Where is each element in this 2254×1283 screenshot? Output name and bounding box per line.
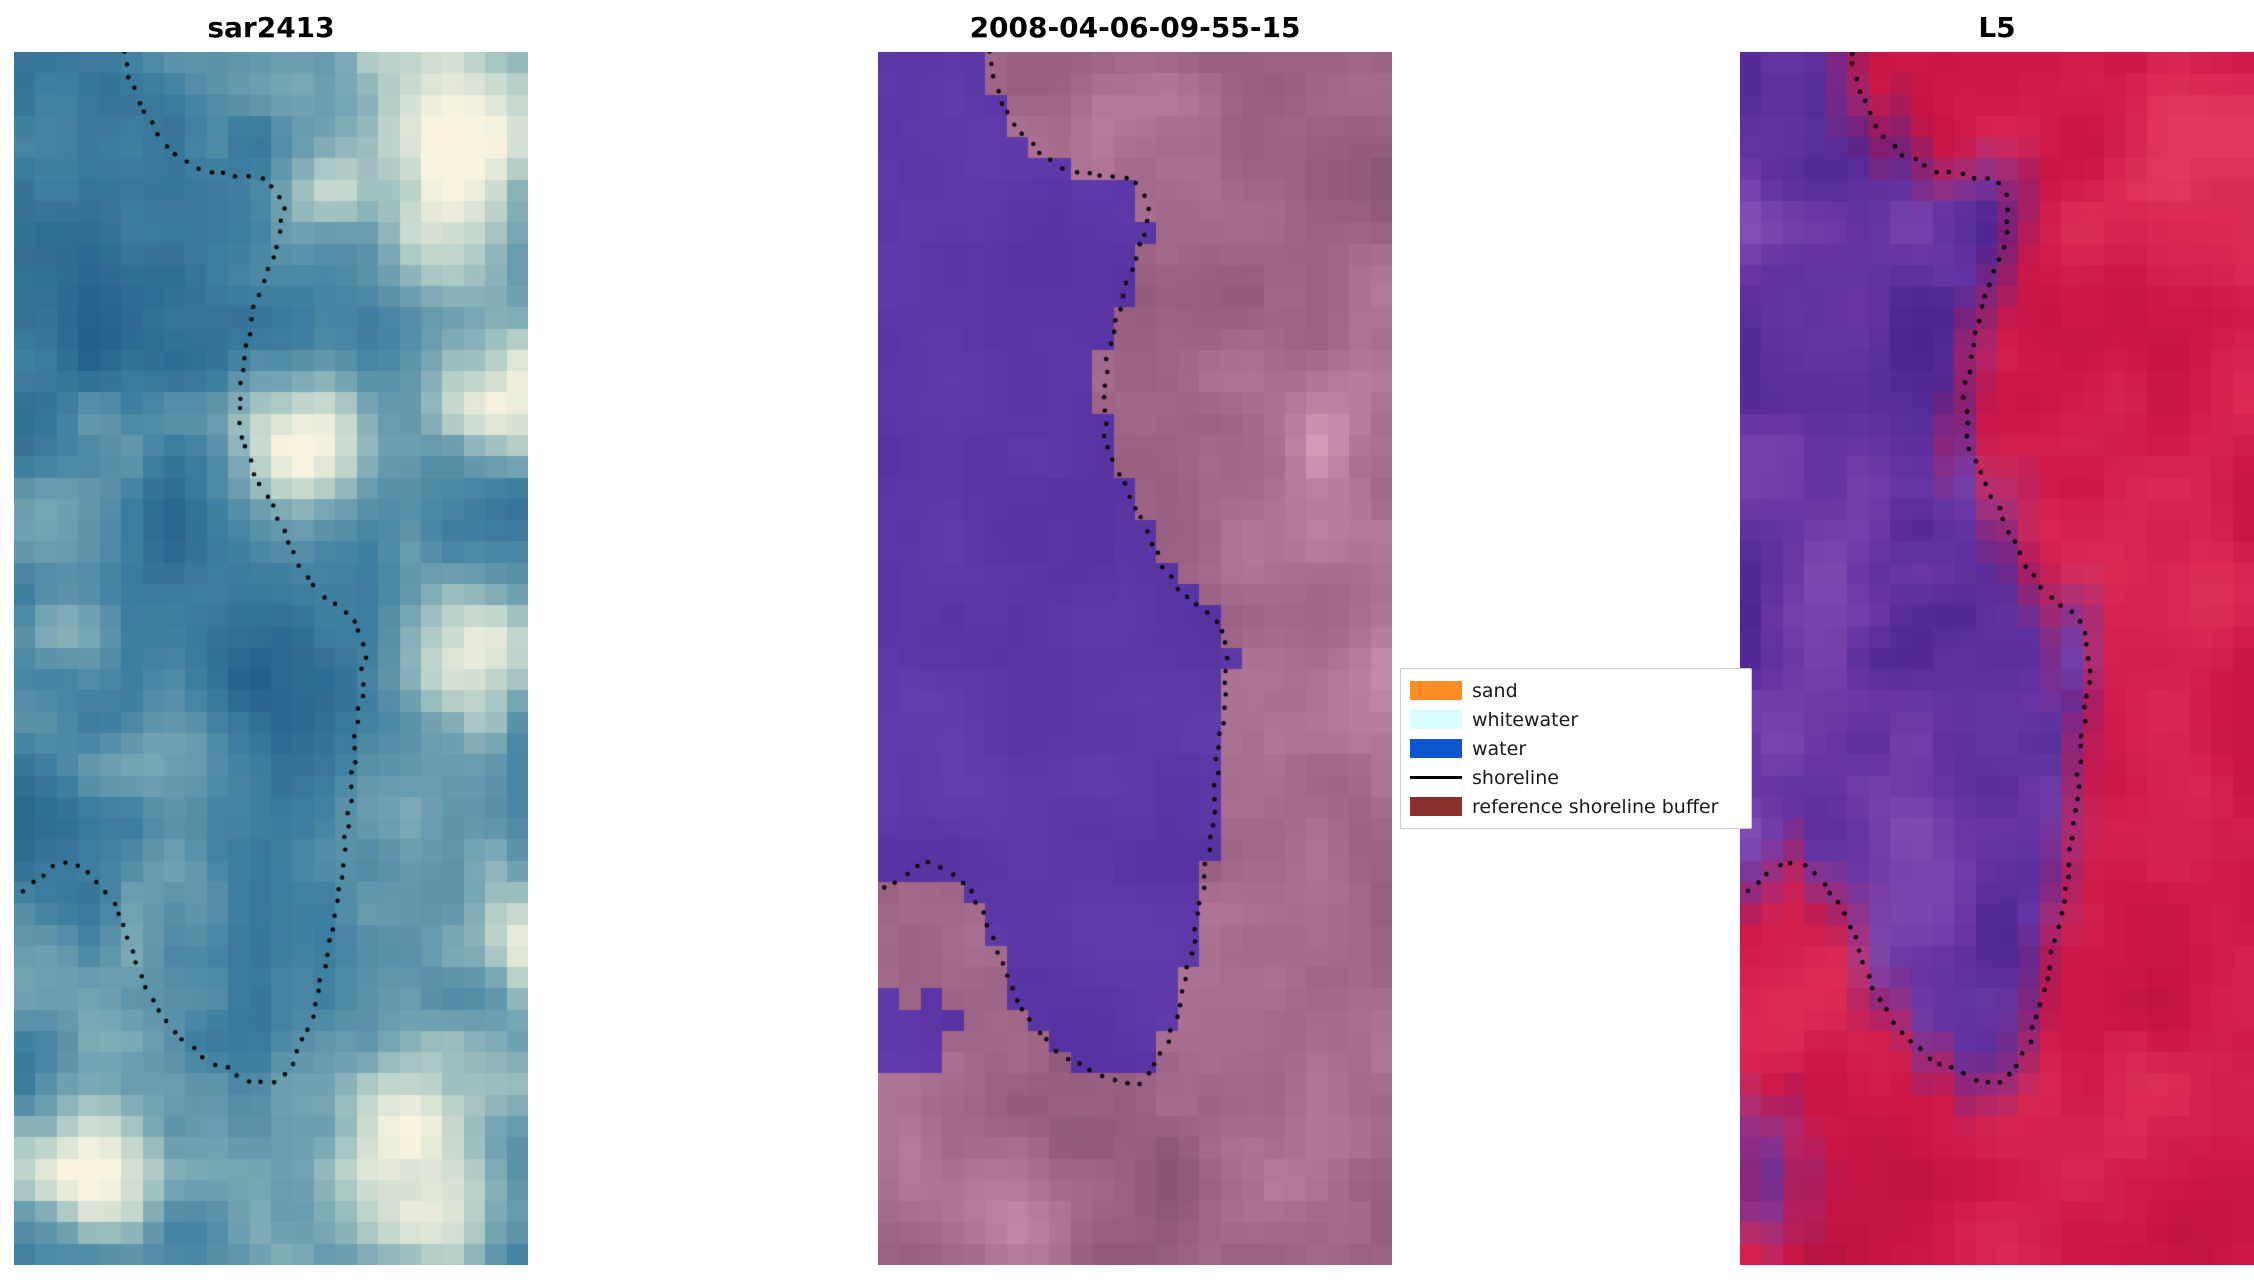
legend-label-shoreline: shoreline <box>1472 766 1559 789</box>
sar2413-satellite-image <box>14 52 528 1265</box>
reference-buffer-swatch <box>1410 797 1462 816</box>
legend-item-water: water <box>1410 734 1742 763</box>
legend: sand whitewater water shoreline referenc… <box>1400 668 1752 829</box>
water-swatch <box>1410 739 1462 758</box>
sand-swatch <box>1410 681 1462 700</box>
panel-title-l5: L5 <box>1978 11 2016 44</box>
panel-l5: L5 <box>1740 8 2254 1265</box>
panel-title-sar2413: sar2413 <box>207 11 335 44</box>
legend-item-whitewater: whitewater <box>1410 705 1742 734</box>
whitewater-swatch <box>1410 710 1462 729</box>
legend-label-whitewater: whitewater <box>1472 708 1579 731</box>
panel-sar2413: sar2413 <box>14 8 528 1265</box>
legend-item-sand: sand <box>1410 676 1742 705</box>
legend-item-shoreline: shoreline <box>1410 763 1742 792</box>
panel-title-classified: 2008-04-06-09-55-15 <box>969 11 1301 44</box>
panel-classified-2008-04-06: 2008-04-06-09-55-15 <box>878 8 1392 1265</box>
legend-label-water: water <box>1472 737 1527 760</box>
legend-item-reference-buffer: reference shoreline buffer <box>1410 792 1742 821</box>
legend-label-reference-buffer: reference shoreline buffer <box>1472 795 1719 818</box>
shoreline-line-swatch <box>1410 776 1462 779</box>
legend-label-sand: sand <box>1472 679 1518 702</box>
classified-satellite-image <box>878 52 1392 1265</box>
l5-satellite-image <box>1740 52 2254 1265</box>
